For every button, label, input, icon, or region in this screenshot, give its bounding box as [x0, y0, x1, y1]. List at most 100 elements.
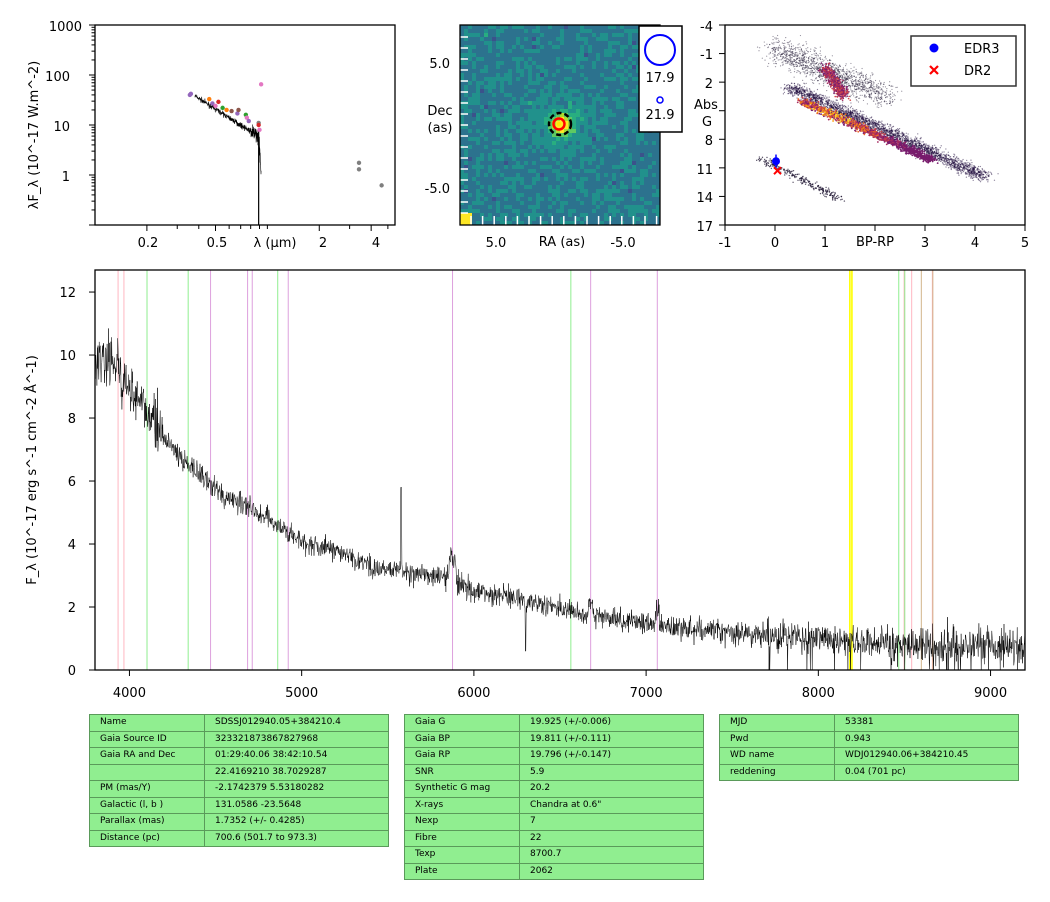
hr-density-dot [844, 71, 846, 73]
image-pixel [492, 89, 496, 93]
hr-density-dot [997, 173, 999, 175]
image-pixel [608, 61, 612, 65]
hr-density-dot [818, 74, 820, 76]
hr-density-dot [854, 113, 856, 115]
hr-density-dot [817, 75, 819, 77]
image-pixel [604, 161, 608, 165]
image-pixel [492, 169, 496, 173]
image-pixel [584, 197, 588, 201]
image-pixel [476, 41, 480, 45]
image-pixel [588, 125, 592, 129]
image-pixel [504, 77, 508, 81]
image-pixel [572, 181, 576, 185]
image-pixel [508, 221, 512, 225]
image-pixel [560, 121, 564, 125]
image-pixel [620, 149, 624, 153]
hr-density-dot [848, 77, 851, 79]
image-pixel [524, 145, 528, 149]
hr-density-dot [820, 69, 822, 71]
hr-density-dot [772, 39, 774, 41]
image-pixel [612, 89, 616, 93]
hr-density-dot [876, 89, 878, 92]
image-pixel [584, 173, 588, 177]
hr-density-dot [869, 89, 871, 91]
image-pixel [576, 77, 580, 81]
hr-density-dot [807, 68, 809, 70]
image-pixel [528, 213, 532, 217]
hr-density-dot [806, 88, 808, 91]
image-pixel [540, 69, 544, 73]
image-pixel [596, 61, 600, 65]
image-pixel [656, 181, 660, 185]
hr-density-dot [808, 56, 810, 59]
image-pixel [560, 85, 564, 89]
sed-ylabel: λF_λ (10^-17 W.m^-2) [27, 61, 42, 209]
image-pixel [604, 29, 608, 33]
image-pixel [484, 157, 488, 161]
hr-density-dot [789, 58, 792, 60]
hr-density-dot [814, 57, 816, 59]
image-pixel [572, 161, 576, 165]
image-pixel [604, 153, 608, 157]
hr-density-dot [783, 50, 785, 52]
image-pixel [632, 209, 636, 213]
hr-density-dot [824, 55, 827, 57]
image-pixel [612, 37, 616, 41]
hr-density-dot [877, 96, 879, 98]
image-pixel [496, 125, 500, 129]
image-pixel [536, 45, 540, 49]
image-pixel [480, 169, 484, 173]
image-pixel [504, 57, 508, 61]
image-pixel [460, 33, 464, 37]
image-pixel [564, 133, 568, 137]
hr-density-dot [854, 80, 856, 82]
hr-density-dot [856, 95, 858, 98]
image-pixel [628, 213, 632, 217]
image-pixel [536, 169, 540, 173]
hr-density-dot [873, 82, 875, 84]
image-pixel [540, 201, 544, 205]
hr-density-dot [802, 63, 804, 65]
image-pixel [628, 193, 632, 197]
hr-density-dot [808, 61, 810, 63]
image-pixel [504, 93, 508, 97]
hr-density-dot [788, 68, 790, 70]
hr-density-dot [867, 81, 870, 83]
image-pixel [608, 181, 612, 185]
image-pixel [628, 105, 632, 109]
sed-xtick-4: 4 [372, 236, 380, 251]
image-pixel [492, 133, 496, 137]
image-pixel [632, 69, 636, 73]
image-pixel [464, 217, 468, 221]
hr-density-dot [863, 85, 865, 87]
image-pixel [528, 89, 532, 93]
image-pixel [468, 57, 472, 61]
image-pixel [520, 117, 524, 121]
image-pixel [468, 137, 472, 141]
image-pixel [576, 217, 580, 221]
image-pixel [648, 133, 652, 137]
image-pixel [616, 201, 620, 205]
hr-density-dot [814, 54, 816, 56]
image-pixel [480, 173, 484, 177]
image-pixel [504, 129, 508, 133]
image-pixel [612, 181, 616, 185]
image-pixel [468, 161, 472, 165]
hr-density-dot [785, 53, 787, 55]
image-pixel [544, 205, 548, 209]
hr-density-dot [889, 98, 891, 100]
image-pixel [568, 201, 572, 205]
hr-density-dot [867, 81, 869, 83]
image-pixel [552, 221, 556, 225]
hr-density-dot [846, 75, 849, 77]
image-pixel [520, 149, 524, 153]
image-pixel [612, 145, 616, 149]
image-pixel [584, 53, 588, 57]
image-pixel [604, 37, 608, 41]
image-pixel [556, 137, 560, 141]
hr-density-dot [845, 78, 847, 80]
hr-density-dot [789, 63, 791, 65]
image-pixel [636, 129, 640, 133]
image-pixel [604, 193, 608, 197]
hr-density-dot [872, 73, 874, 75]
